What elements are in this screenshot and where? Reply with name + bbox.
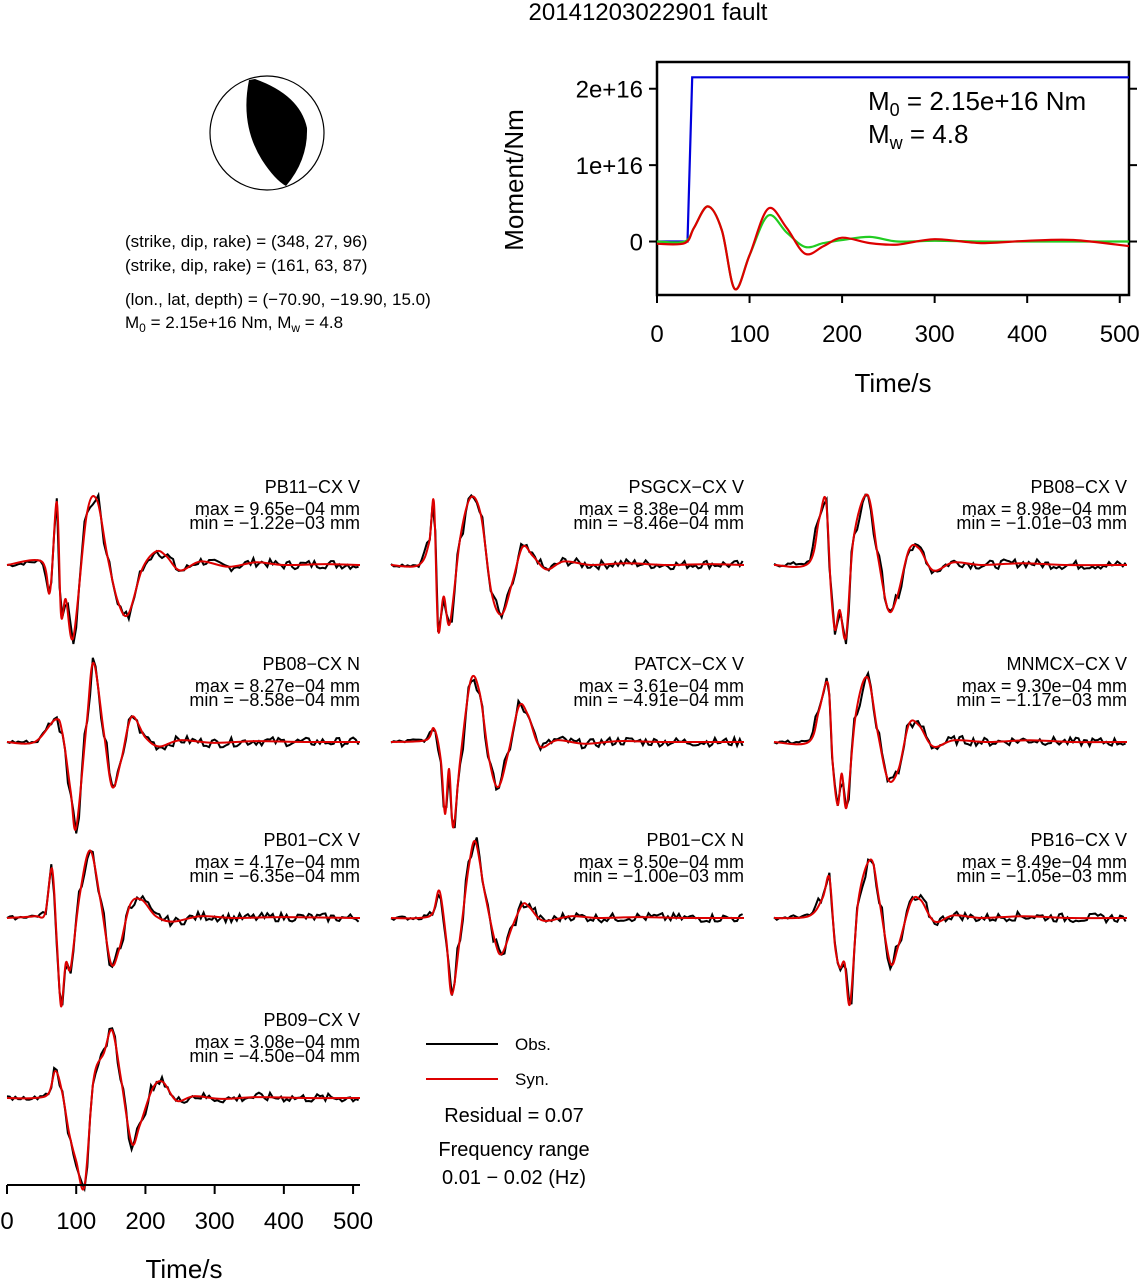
station-max: max = 3.61e−04 mm [579, 676, 744, 696]
legend-syn-label: Syn. [515, 1070, 549, 1089]
station-min: min = −6.35e−04 mm [189, 866, 360, 886]
beachball-icon [209, 75, 325, 191]
station-min: min = −1.01e−03 mm [956, 513, 1127, 533]
station-max: max = 8.49e−04 mm [962, 852, 1127, 872]
station-name: PB08−CX N [262, 654, 360, 674]
station-max: max = 8.98e−04 mm [962, 499, 1127, 519]
station-max: max = 9.30e−04 mm [962, 676, 1127, 696]
station-name: MNMCX−CX V [1006, 654, 1127, 674]
waveform-xtick-label: 100 [56, 1208, 96, 1235]
station-min: min = −1.22e−03 mm [189, 513, 360, 533]
station-name: PB09−CX V [263, 1010, 360, 1030]
station-min: min = −8.58e−04 mm [189, 690, 360, 710]
waveform-xtick-label: 300 [195, 1208, 235, 1235]
station-max: max = 8.50e−04 mm [579, 852, 744, 872]
station-name: PATCX−CX V [634, 654, 744, 674]
synthetic-trace [390, 495, 745, 634]
synthetic-trace [773, 676, 1128, 810]
station-min: min = −8.46e−04 mm [573, 513, 744, 533]
station-min: min = −1.00e−03 mm [573, 866, 744, 886]
figure-title: 20141203022901 fault [529, 0, 768, 26]
moment-ytick-label: 0 [630, 230, 643, 257]
station-name: PB16−CX V [1030, 830, 1127, 850]
station-max: max = 8.38e−04 mm [579, 499, 744, 519]
moment-xtick-label: 0 [650, 321, 663, 348]
station-max: max = 8.27e−04 mm [195, 676, 360, 696]
synthetic-trace [390, 675, 745, 829]
waveform-xtick-label: 400 [264, 1208, 304, 1235]
waveform-time-axis: Time/s 0 100 200 300 400 500 [0, 1184, 373, 1280]
synthetic-trace [6, 495, 361, 641]
annotation-m0: M0 = 2.15e+16 Nm [868, 86, 1086, 120]
moment-ylabel: Moment/Nm [499, 109, 529, 251]
station-min: min = −4.50e−04 mm [189, 1046, 360, 1066]
station-min: min = −4.91e−04 mm [573, 690, 744, 710]
synthetic-trace [773, 858, 1128, 1007]
moment-xtick-label: 500 [1100, 321, 1140, 348]
moment-xtick-label: 300 [915, 321, 955, 348]
moment-rate-line-b [656, 205, 1130, 291]
station-max: max = 3.08e−04 mm [195, 1032, 360, 1052]
station-name: PSGCX−CX V [628, 477, 744, 497]
moment-xtick-label: 200 [822, 321, 862, 348]
annotation-mw: Mw = 4.8 [868, 119, 968, 153]
station-name: PB01−CX V [263, 830, 360, 850]
synthetic-trace [390, 839, 745, 996]
moment-plot-frame [655, 60, 1131, 297]
nodal-plane-2: (strike, dip, rake) = (161, 63, 87) [125, 256, 367, 275]
moment-xtick-label: 400 [1007, 321, 1047, 348]
legend-obs-label: Obs. [515, 1035, 551, 1054]
moment-ytick-label: 1e+16 [576, 153, 643, 180]
station-max: max = 9.65e−04 mm [195, 499, 360, 519]
moment-rate-line-a [656, 205, 1129, 291]
synthetic-trace [773, 493, 1128, 641]
frequency-title: Frequency range [438, 1139, 589, 1161]
moment-ytick-label: 2e+16 [576, 77, 643, 104]
residual-text: Residual = 0.07 [444, 1105, 584, 1127]
moment-plot: 0 100 200 300 400 500 0 1e+16 2e+16 Moment/Nm Ti… [499, 60, 1140, 398]
waveform-xtick-label: 200 [125, 1208, 165, 1235]
synthetic-trace [6, 1028, 361, 1191]
event-location: (lon., lat, depth) = (−70.90, −19.90, 15… [125, 290, 431, 309]
waveform-xtick-label: 0 [0, 1208, 13, 1235]
station-name: PB08−CX V [1030, 477, 1127, 497]
waveform-xlabel: Time/s [145, 1254, 222, 1280]
moment-summary: M0 = 2.15e+16 Nm, Mw = 4.8 [125, 313, 343, 335]
nodal-plane-1: (strike, dip, rake) = (348, 27, 96) [125, 232, 367, 251]
waveform-xtick-label: 500 [333, 1208, 373, 1235]
station-min: min = −1.05e−03 mm [956, 866, 1127, 886]
moment-xlabel: Time/s [854, 368, 931, 398]
mechanism-info: (strike, dip, rake) = (348, 27, 96) (str… [125, 232, 431, 335]
station-name: PB01−CX N [646, 830, 744, 850]
station-min: min = −1.17e−03 mm [956, 690, 1127, 710]
station-name: PB11−CX V [265, 477, 360, 497]
moment-xtick-label: 100 [730, 321, 770, 348]
station-max: max = 4.17e−04 mm [195, 852, 360, 872]
synthetic-trace [6, 661, 361, 831]
frequency-range: 0.01 − 0.02 (Hz) [442, 1167, 586, 1189]
synthetic-trace [6, 849, 361, 1008]
legend: Obs. Syn. Residual = 0.07 Frequency rang… [426, 1035, 590, 1189]
